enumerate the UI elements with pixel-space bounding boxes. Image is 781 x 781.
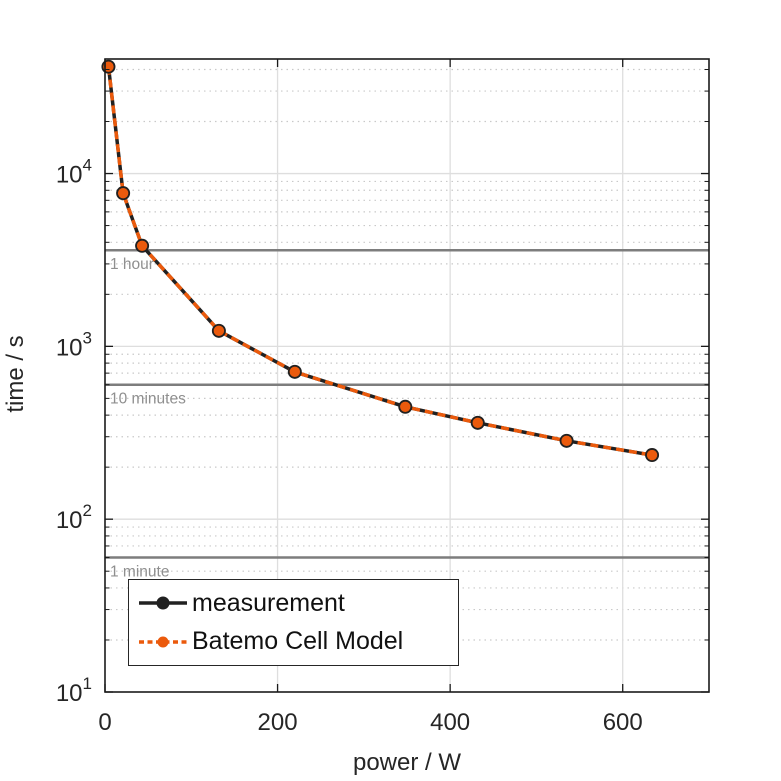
model-data-point — [289, 366, 301, 378]
x-tick-label: 400 — [430, 709, 470, 736]
x-tick-label: 600 — [603, 709, 643, 736]
reference-line-label: 1 hour — [110, 256, 154, 273]
y-tick-label: 101 — [56, 674, 92, 707]
model-line-sample-icon — [139, 636, 187, 648]
measurement-line — [106, 66, 653, 457]
y-axis-title: time / s — [2, 335, 29, 413]
model-line — [106, 66, 653, 457]
reference-line-label: 10 minutes — [110, 391, 186, 408]
model-data-point — [136, 240, 148, 251]
y-tick-label: 102 — [56, 501, 92, 534]
y-tick-label: 104 — [56, 156, 92, 189]
model-data-point — [646, 449, 658, 461]
model-data-point — [400, 401, 411, 412]
legend-label-measurement: measurement — [192, 588, 345, 617]
model-data-point — [561, 435, 572, 447]
model-data-point — [213, 325, 225, 337]
model-data-point — [472, 417, 483, 429]
x-tick-label: 0 — [98, 709, 111, 736]
measurement-line-sample-icon — [139, 596, 187, 610]
model-data-point — [117, 187, 129, 199]
legend-label-model: Batemo Cell Model — [192, 627, 404, 656]
legend-box: measurement Batemo Cell Model — [128, 579, 459, 666]
x-tick-label: 200 — [258, 709, 298, 736]
legend-entry-model: Batemo Cell Model — [137, 629, 458, 654]
reference-line-label: 1 minute — [110, 564, 169, 581]
x-axis-title: power / W — [352, 749, 462, 776]
y-tick-label: 103 — [56, 328, 92, 361]
legend-entry-measurement: measurement — [137, 588, 458, 617]
axes-box — [104, 58, 710, 693]
